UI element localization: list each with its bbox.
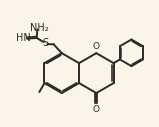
Text: O: O: [93, 42, 100, 51]
Text: O: O: [93, 105, 100, 114]
Text: NH₂: NH₂: [30, 23, 48, 33]
Text: HN: HN: [16, 33, 30, 43]
Text: S: S: [42, 38, 48, 48]
